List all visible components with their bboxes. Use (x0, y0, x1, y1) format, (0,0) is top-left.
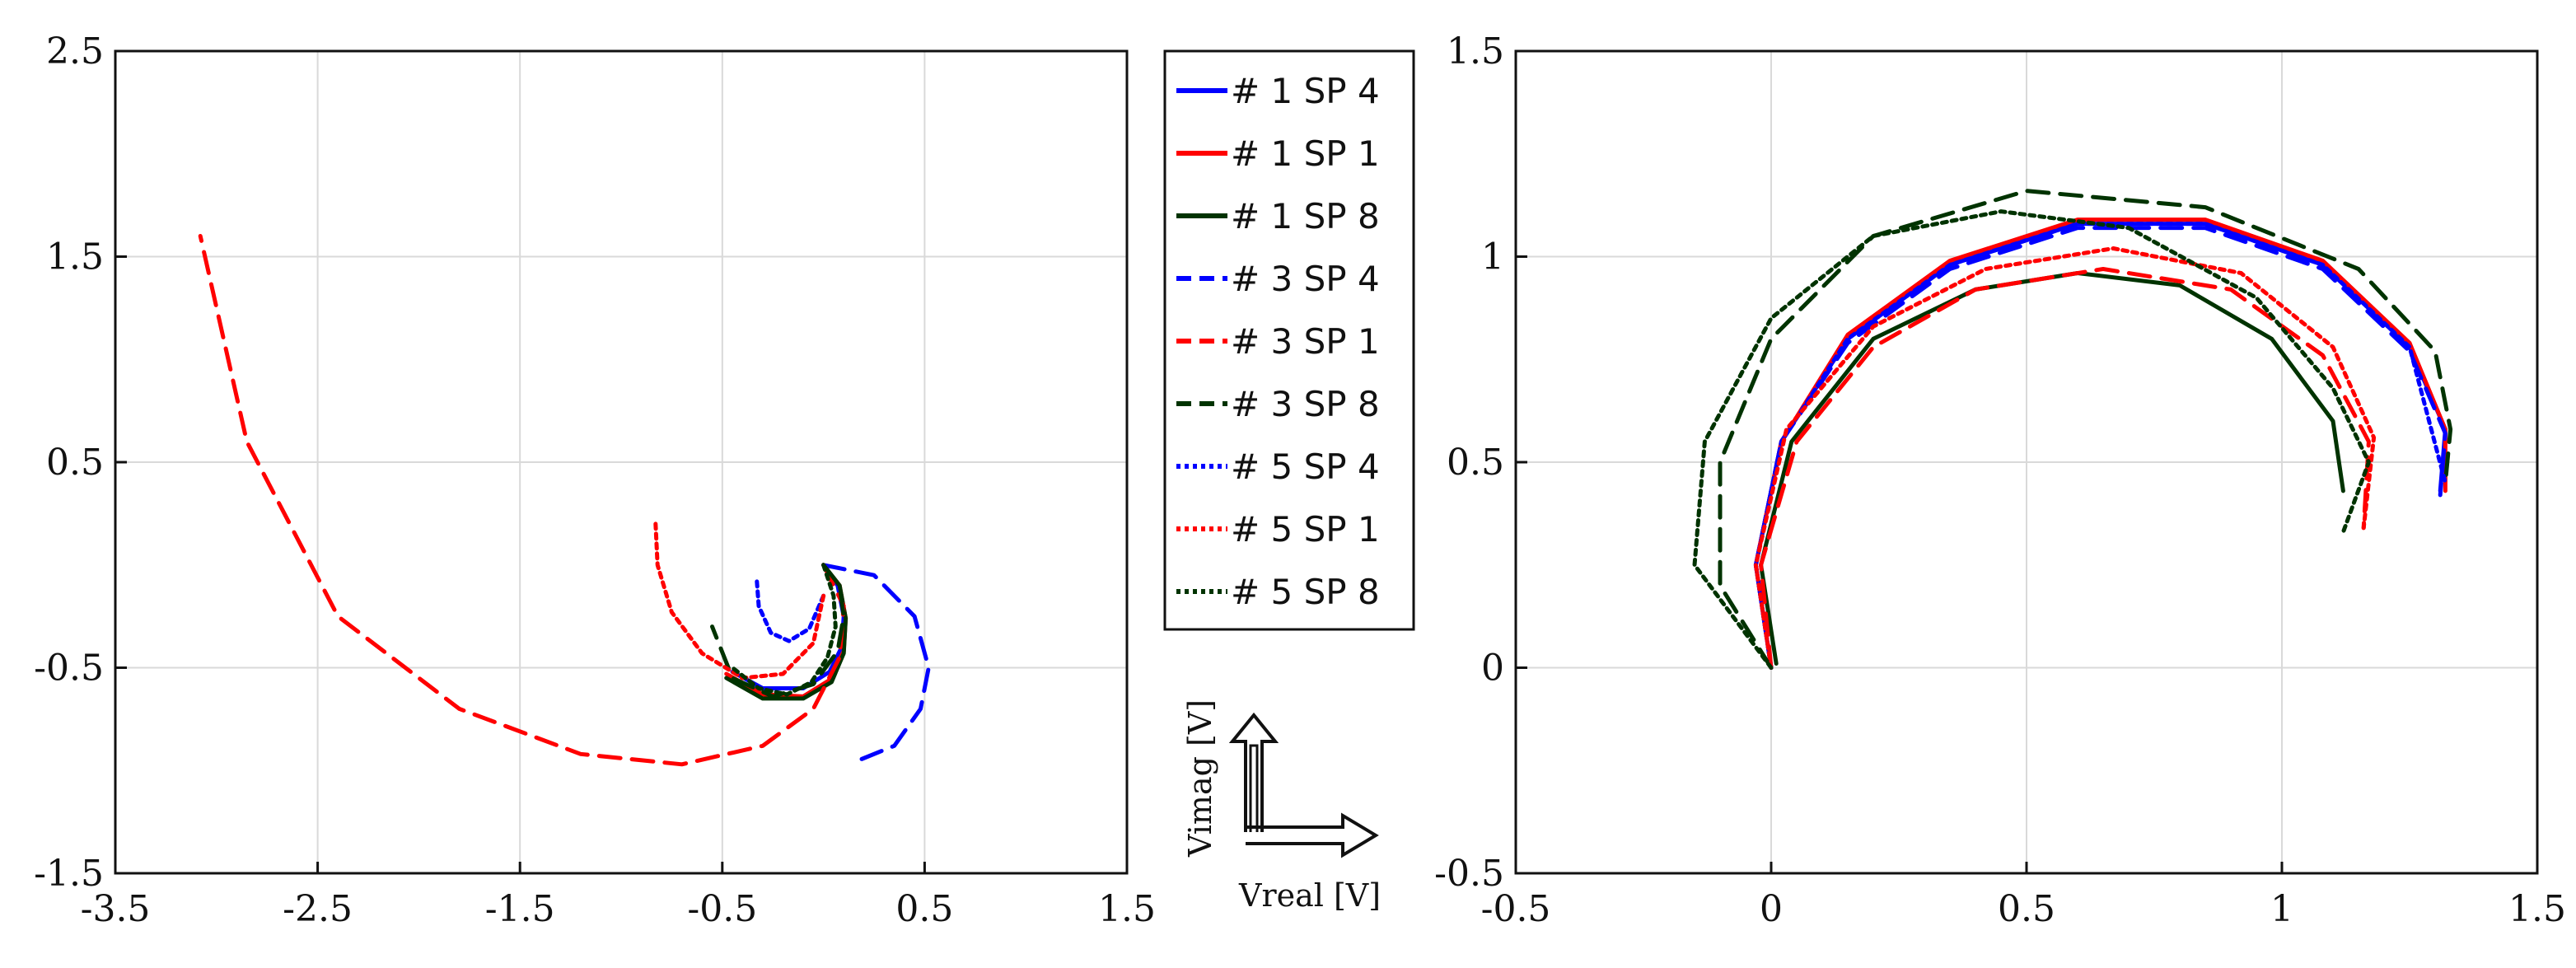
left-series-5 (710, 563, 846, 699)
left-ytick-label-1: -0.5 (34, 648, 104, 690)
left-ytick-label-3: 1.5 (46, 236, 104, 278)
right-series-7 (1753, 246, 2377, 670)
legend-label-4: # 3 SP 1 (1231, 321, 1380, 362)
left-xtick-label-3: -0.5 (687, 888, 757, 930)
left-xtick-label-0: -3.5 (81, 888, 151, 930)
vimag-label: Vimag [V] (1182, 699, 1218, 858)
left-xtick-label-1: -2.5 (283, 888, 353, 930)
right-ytick-label-3: 1 (1481, 236, 1504, 278)
left-xtick-label-5: 1.5 (1098, 888, 1156, 930)
left-series-8 (730, 563, 838, 697)
right-ytick-label-1: 0 (1481, 648, 1504, 690)
right-xtick-label-0: -0.5 (1481, 888, 1551, 930)
right-series-4 (1759, 267, 2371, 670)
up-arrow-icon (1228, 712, 1279, 832)
right-arrow-icon (1246, 812, 1379, 858)
right-xtick-label-1: 0 (1760, 888, 1783, 930)
left-ytick-label-2: 0.5 (46, 442, 104, 484)
right-ytick-label-2: 0.5 (1447, 442, 1504, 484)
legend-label-7: # 5 SP 1 (1231, 509, 1380, 549)
legend-label-0: # 1 SP 4 (1231, 71, 1380, 111)
right-plot: -0.5 0 0.5 1 1.5 -0.5 0 0.5 1 1.5 (1434, 30, 2566, 930)
right-xtick-label-2: 0.5 (1998, 888, 2055, 930)
left-xtick-label-2: -1.5 (485, 888, 555, 930)
right-series-1 (1753, 217, 2447, 670)
left-series-3 (821, 563, 931, 765)
right-series-2 (1759, 271, 2345, 666)
up-arrow-inner (1249, 744, 1259, 832)
right-series-0 (1753, 222, 2447, 670)
legend-label-5: # 3 SP 8 (1231, 384, 1380, 424)
left-xtick-label-4: 0.5 (895, 888, 953, 930)
left-ytick-label-0: -1.5 (34, 853, 104, 895)
legend-label-2: # 1 SP 8 (1231, 196, 1380, 236)
vreal-label: Vreal [V] (1238, 877, 1381, 914)
legend-label-1: # 1 SP 1 (1231, 133, 1380, 174)
right-ytick-label-4: 1.5 (1447, 30, 1504, 72)
left-plot: -3.5 -2.5 -1.5 -0.5 0.5 1.5 -1.5 -0.5 0.5 1.5 2.5 (34, 30, 1156, 930)
right-series-6 (1753, 222, 2447, 670)
legend: # 1 SP 4 # 1 SP 1 # 1 SP 8 # 3 SP 4 # 3 SP 1… (1163, 49, 1415, 631)
legend-label-8: # 5 SP 8 (1231, 572, 1380, 612)
right-xtick-label-3: 1 (2270, 888, 2293, 930)
left-series-7 (653, 521, 826, 680)
left-series-6 (755, 577, 826, 643)
right-series-8 (1692, 209, 2371, 670)
axes-direction-indicator: Vimag [V] Vreal [V] (1182, 699, 1381, 914)
right-xtick-label-4: 1.5 (2508, 888, 2566, 930)
legend-label-6: # 5 SP 4 (1231, 447, 1380, 487)
legend-label-3: # 3 SP 4 (1231, 259, 1380, 299)
left-ytick-label-4: 2.5 (46, 30, 104, 72)
right-series-3 (1753, 226, 2447, 670)
right-series-5 (1718, 189, 2453, 670)
right-ytick-label-0: -0.5 (1434, 853, 1504, 895)
